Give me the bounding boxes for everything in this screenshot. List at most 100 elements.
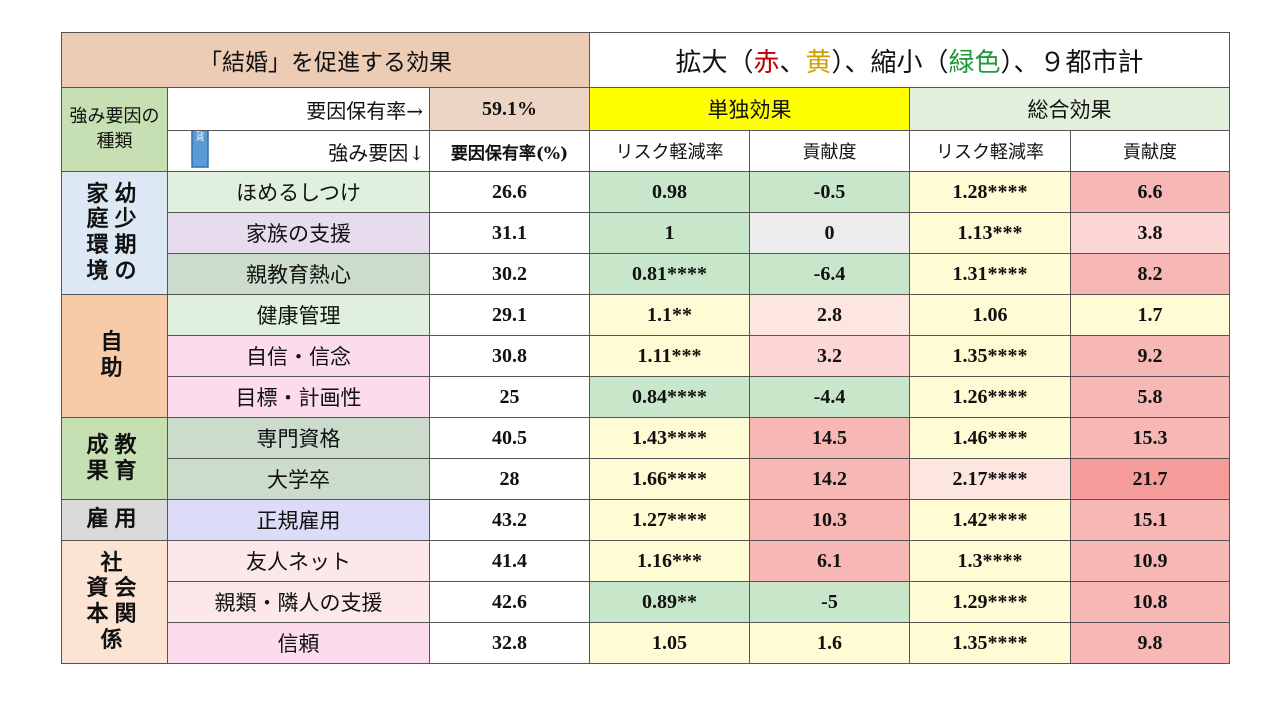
table-row: 成教 果育 専門資格 40.5 1.43**** 14.5 1.46**** 15.3 xyxy=(61,417,1230,500)
single-contribution: 2.8 xyxy=(749,294,910,336)
category-label-line: 境の xyxy=(86,257,143,284)
total-contribution: 3.8 xyxy=(1070,212,1230,254)
col-contrib1-header: 貢献度 xyxy=(749,130,910,172)
category-label-line: 自 xyxy=(100,329,129,356)
total-risk-rate: 1.06 xyxy=(909,294,1071,336)
total-risk-rate: 1.3**** xyxy=(909,540,1071,582)
factor-rate: 43.2 xyxy=(429,499,590,541)
single-contribution: 14.2 xyxy=(749,458,910,500)
category-label-line: 雇用 xyxy=(86,506,143,533)
col-rate-header: 要因保有率(%) xyxy=(429,130,590,172)
total-risk-rate: 1.29**** xyxy=(909,581,1071,623)
strength-label-cell: リスク軽減 強み要因↓ xyxy=(167,130,430,172)
category-label-line: 資会 xyxy=(86,575,143,602)
factor-rate: 26.6 xyxy=(429,171,590,213)
col-risk1-header: リスク軽減率 xyxy=(589,130,750,172)
table-row: 親類・隣人の支援 42.6 0.89** -5 1.29**** 10.8 xyxy=(62,581,1230,623)
table-row: 自信・信念 30.8 1.11*** 3.2 1.35**** 9.2 xyxy=(62,335,1230,377)
total-contribution: 9.2 xyxy=(1070,335,1230,377)
total-risk-rate: 1.35**** xyxy=(909,335,1071,377)
single-risk-rate: 1 xyxy=(589,212,750,254)
single-risk-rate: 1.11*** xyxy=(589,335,750,377)
category-cell: 成教 果育 xyxy=(61,417,168,500)
category-label-line: 成教 xyxy=(86,431,143,458)
factor-rate: 31.1 xyxy=(429,212,590,254)
factor-rate: 30.2 xyxy=(429,253,590,295)
total-contribution: 10.8 xyxy=(1070,581,1230,623)
table-row: 社資会 本関係友人ネット 41.4 1.16*** 6.1 1.3**** 10.9 xyxy=(61,540,1230,664)
category-cell: 家幼 庭少 環期 境の xyxy=(61,171,168,295)
single-contribution: -4.4 xyxy=(749,376,910,418)
category-label-line: 果育 xyxy=(86,457,143,484)
factor-name: 親類・隣人の支援 xyxy=(167,581,430,623)
factor-name: 大学卒 xyxy=(167,458,430,500)
total-contribution: 1.7 xyxy=(1070,294,1230,336)
factor-rate: 25 xyxy=(429,376,590,418)
total-contribution: 5.8 xyxy=(1070,376,1230,418)
single-contribution: -0.5 xyxy=(749,171,910,213)
col-contrib2-header: 貢献度 xyxy=(1070,130,1230,172)
arrow-label: リスク軽減 xyxy=(196,131,205,143)
table-row: 自助健康管理 29.1 1.1** 2.8 1.06 1.7 xyxy=(61,294,1230,418)
table-row: 大学卒 28 1.66**** 14.2 2.17**** 21.7 xyxy=(62,458,1230,500)
single-effect-header: 単独効果 xyxy=(589,87,910,131)
single-contribution: 10.3 xyxy=(749,499,910,541)
total-contribution: 9.8 xyxy=(1070,622,1230,664)
factor-rate: 29.1 xyxy=(429,294,590,336)
effect-table: 「結婚」を促進する効果 拡大（赤、黄）、縮小（緑色）、９都市計 強み要因の種類 … xyxy=(61,32,1230,664)
category-label-line: 社 xyxy=(100,549,129,576)
category-header: 強み要因の種類 xyxy=(61,87,168,172)
factor-name: 信頼 xyxy=(167,622,430,664)
table-row: 目標・計画性 25 0.84**** -4.4 1.26**** 5.8 xyxy=(62,376,1230,418)
factor-name: 家族の支援 xyxy=(167,212,430,254)
total-risk-rate: 1.26**** xyxy=(909,376,1071,418)
single-contribution: -5 xyxy=(749,581,910,623)
category-cell: 自助 xyxy=(61,294,168,418)
total-effect-header: 総合効果 xyxy=(909,87,1230,131)
total-contribution: 15.1 xyxy=(1070,499,1230,541)
total-risk-rate: 1.46**** xyxy=(909,417,1071,459)
total-risk-rate: 1.28**** xyxy=(909,171,1071,213)
single-contribution: 6.1 xyxy=(749,540,910,582)
single-risk-rate: 1.16*** xyxy=(589,540,750,582)
table-row: 信頼 32.8 1.05 1.6 1.35**** 9.8 xyxy=(62,622,1230,664)
total-risk-rate: 1.13*** xyxy=(909,212,1071,254)
factor-rate: 30.8 xyxy=(429,335,590,377)
factor-name: ほめるしつけ xyxy=(167,171,430,213)
single-risk-rate: 1.43**** xyxy=(589,417,750,459)
single-contribution: 1.6 xyxy=(749,622,910,664)
single-risk-rate: 0.81**** xyxy=(589,253,750,295)
table-title: 「結婚」を促進する効果 xyxy=(61,32,590,88)
single-contribution: 14.5 xyxy=(749,417,910,459)
total-contribution: 15.3 xyxy=(1070,417,1230,459)
col-risk2-header: リスク軽減率 xyxy=(909,130,1071,172)
total-contribution: 10.9 xyxy=(1070,540,1230,582)
factor-name: 専門資格 xyxy=(167,417,430,459)
category-label-line: 庭少 xyxy=(86,206,143,233)
table-row: 家族の支援 31.1 1 0 1.13*** 3.8 xyxy=(62,212,1230,254)
risk-reduction-arrow-icon: リスク軽減 xyxy=(191,131,209,168)
category-cell: 社資会 本関係 xyxy=(61,540,168,664)
single-risk-rate: 0.98 xyxy=(589,171,750,213)
category-cell: 雇用 xyxy=(61,499,168,541)
category-label-line: 係 xyxy=(100,626,129,653)
table-row: 家幼 庭少 環期 境の ほめるしつけ 26.6 0.98 -0.5 1.28**** 6.6 xyxy=(61,171,1230,295)
single-risk-rate: 1.1** xyxy=(589,294,750,336)
factor-name: 正規雇用 xyxy=(167,499,430,541)
legend-title: 拡大（赤、黄）、縮小（緑色）、９都市計 xyxy=(589,32,1230,88)
factor-name: 友人ネット xyxy=(167,540,430,582)
single-risk-rate: 1.05 xyxy=(589,622,750,664)
category-label-line: 助 xyxy=(100,355,129,381)
category-label-line: 本関 xyxy=(86,601,143,627)
factor-name: 親教育熱心 xyxy=(167,253,430,295)
factor-name: 自信・信念 xyxy=(167,335,430,377)
total-contribution: 6.6 xyxy=(1070,171,1230,213)
single-risk-rate: 1.27**** xyxy=(589,499,750,541)
table-row: 親教育熱心 30.2 0.81**** -6.4 1.31**** 8.2 xyxy=(62,253,1230,295)
factor-rate-label-cell: 要因保有率→ xyxy=(167,87,430,131)
factor-rate-value: 59.1% xyxy=(429,87,590,131)
factor-rate: 32.8 xyxy=(429,622,590,664)
total-risk-rate: 2.17**** xyxy=(909,458,1071,500)
category-label-line: 環期 xyxy=(86,232,143,258)
single-risk-rate: 0.84**** xyxy=(589,376,750,418)
